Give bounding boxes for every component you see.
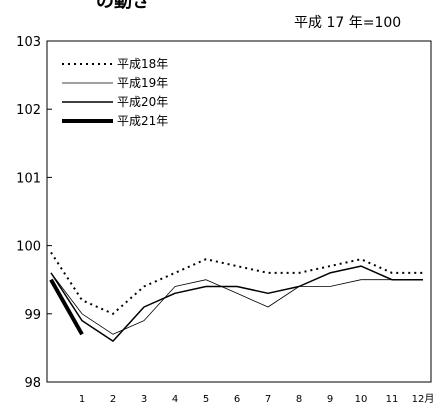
x-tick-label: 9 [327,394,333,405]
x-tick-label: 12月 [412,393,435,405]
y-tick-label: 102 [16,103,41,118]
y-tick-label: 98 [24,376,41,391]
y-tick-label: 103 [16,35,41,50]
plot-frame [46,40,432,383]
legend: 平成18年 平成19年 平成20年 平成21年 [62,57,168,128]
y-tick-label: 100 [16,240,41,255]
x-tick-label: 8 [296,394,302,405]
x-tick-label: 7 [265,394,271,405]
legend-label-h21: 平成21年 [117,114,168,128]
series-line-4 [49,278,84,336]
series-line-3 [50,265,423,342]
x-tick-label: 4 [172,394,178,405]
y-axis: 98 99 100 101 102 103 [16,35,52,391]
x-tick-label: 3 [141,394,147,405]
x-tick-label: 1 [79,394,85,405]
x-axis: 1 2 3 4 5 6 7 8 9 10 11 12月 [79,393,435,405]
chart-title-fragment: の動き [96,0,150,12]
x-tick-label: 11 [386,394,399,405]
series-line-2 [50,272,423,335]
x-tick-label: 10 [355,394,368,405]
unit-note: 平成 17 年=100 [294,15,401,31]
legend-label-h18: 平成18年 [117,57,168,71]
x-tick-label: 5 [203,394,209,405]
y-tick-label: 99 [24,308,41,323]
x-tick-label: 2 [110,394,116,405]
x-tick-label: 6 [234,394,240,405]
series-lines [49,251,423,342]
legend-label-h20: 平成20年 [117,95,168,109]
y-tick-label: 101 [16,171,41,186]
legend-label-h19: 平成19年 [117,76,168,90]
series-line-1 [50,251,423,315]
